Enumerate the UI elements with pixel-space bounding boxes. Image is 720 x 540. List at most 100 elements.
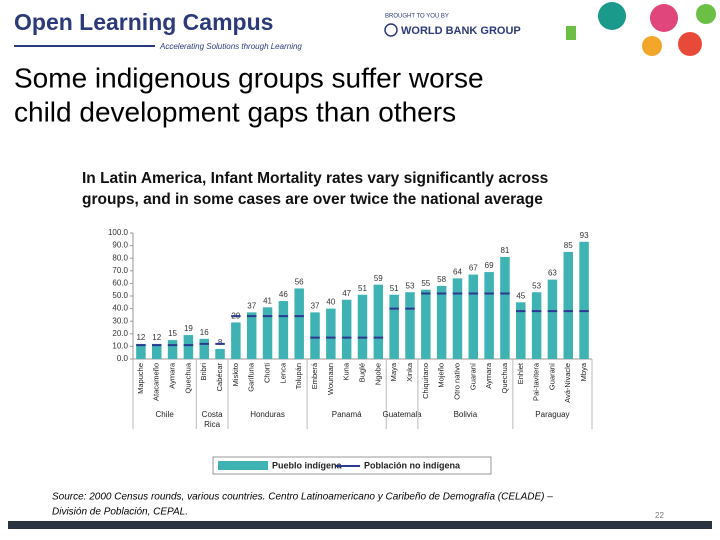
data-label: 63 <box>548 269 557 278</box>
x-tick-label: Ngobe <box>373 363 382 385</box>
bar <box>167 340 178 359</box>
data-label: 69 <box>485 261 494 270</box>
x-tick-label: Lenca <box>278 362 287 383</box>
data-label: 85 <box>564 241 573 250</box>
data-label: 12 <box>152 333 161 342</box>
footer-bar <box>8 521 712 529</box>
legend-box <box>212 456 492 475</box>
x-tick-label: Wounaan <box>326 363 335 395</box>
x-tick-label: Quechua <box>183 362 192 393</box>
y-tick-label: 90.0 <box>112 241 128 250</box>
bar <box>294 288 304 359</box>
source: Source: 2000 Census rounds, various coun… <box>52 492 553 503</box>
bar <box>199 338 209 359</box>
data-label: 58 <box>437 275 446 284</box>
x-tick-label: Otro nativo <box>452 363 461 400</box>
data-label: 46 <box>279 290 288 299</box>
bar <box>421 289 431 359</box>
x-tick-label: Cabécar <box>215 363 224 392</box>
x-tick-label: Tolupán <box>294 363 303 389</box>
y-tick-label: 100.0 <box>108 228 129 237</box>
x-tick-label: Aymara <box>168 362 177 389</box>
bar <box>452 278 463 359</box>
bar <box>136 343 146 359</box>
y-tick-label: 10.0 <box>112 342 128 351</box>
x-tick-label: Aymara <box>484 362 493 389</box>
slide-title: Some indigenous groups suffer worse <box>14 62 484 93</box>
bar <box>326 308 336 359</box>
bar <box>468 274 479 359</box>
y-tick-label: 40.0 <box>112 304 128 313</box>
data-label: 37 <box>311 301 320 310</box>
y-tick-label: 80.0 <box>112 253 128 262</box>
data-label: 12 <box>136 333 145 342</box>
x-tick-label: Garifuna <box>247 362 256 392</box>
bar <box>151 343 162 359</box>
x-tick-label: Emberá <box>310 362 319 389</box>
x-tick-label: Bribri <box>199 363 208 381</box>
brand: Open Learning Campus <box>14 9 273 35</box>
bar <box>500 256 510 359</box>
group-label: Bolivia <box>454 410 478 419</box>
bar <box>405 292 415 359</box>
x-tick-label: Buglé <box>357 363 366 382</box>
bar <box>516 302 526 359</box>
x-tick-label: Pai-tavitera <box>532 362 541 401</box>
x-tick-label: Xinka <box>405 362 414 382</box>
group-label: Guatemala <box>382 410 422 419</box>
bar <box>231 322 241 359</box>
data-label: 67 <box>469 264 478 273</box>
page-number: 22 <box>655 511 664 520</box>
y-tick-label: 50.0 <box>112 291 128 300</box>
x-tick-label: Enhlet <box>516 362 525 384</box>
group-label: Paraguay <box>535 410 569 419</box>
bar <box>357 294 368 359</box>
data-label: 15 <box>168 329 177 338</box>
bar <box>373 284 384 359</box>
sponsor-logo <box>384 23 398 37</box>
chart-title: In Latin America, Infant Mortality rates… <box>82 170 548 187</box>
header-icons <box>566 2 716 56</box>
data-label: 55 <box>421 279 430 288</box>
x-tick-label: Kuna <box>342 362 351 380</box>
slide-title: child development gaps than others <box>14 96 456 127</box>
y-tick-label: 60.0 <box>112 279 128 288</box>
bar <box>246 312 257 359</box>
data-label: 40 <box>326 298 335 307</box>
data-label: 19 <box>184 324 193 333</box>
group-label: Chile <box>156 410 175 419</box>
y-tick-label: 0.0 <box>117 354 129 363</box>
bar <box>215 348 225 359</box>
data-label: 8 <box>218 338 223 347</box>
data-label: 53 <box>532 281 541 290</box>
legend-swatch <box>218 461 268 470</box>
data-label: 51 <box>358 284 367 293</box>
data-label: 45 <box>516 291 525 300</box>
tagline: Accelerating Solutions through Learning <box>159 42 302 51</box>
x-tick-label: Mapuche <box>136 363 145 394</box>
data-label: 41 <box>263 296 272 305</box>
bar <box>531 292 542 359</box>
x-tick-label: Chiquitano <box>421 363 430 399</box>
bar <box>389 294 399 359</box>
sponsor: WORLD BANK GROUP <box>401 25 521 37</box>
bar <box>563 251 574 359</box>
bar <box>278 301 289 359</box>
data-label: 16 <box>200 328 209 337</box>
y-tick-label: 70.0 <box>112 266 128 275</box>
x-tick-label: Guaraní <box>468 362 477 390</box>
data-label: 64 <box>453 267 462 276</box>
legend-label: Población no indígena <box>364 460 461 470</box>
x-tick-label: Miskito <box>231 363 240 386</box>
bar <box>262 307 273 359</box>
group-label: Costa Rica <box>202 410 223 429</box>
group-label: Panamá <box>332 410 362 419</box>
group-label: Honduras <box>250 410 285 419</box>
bar <box>484 272 494 359</box>
data-label: 47 <box>342 289 351 298</box>
bar <box>183 335 194 359</box>
data-label: 56 <box>295 278 304 287</box>
x-tick-label: Quechua <box>500 362 509 393</box>
x-tick-label: Atacameño <box>152 363 161 401</box>
bar <box>547 279 558 359</box>
